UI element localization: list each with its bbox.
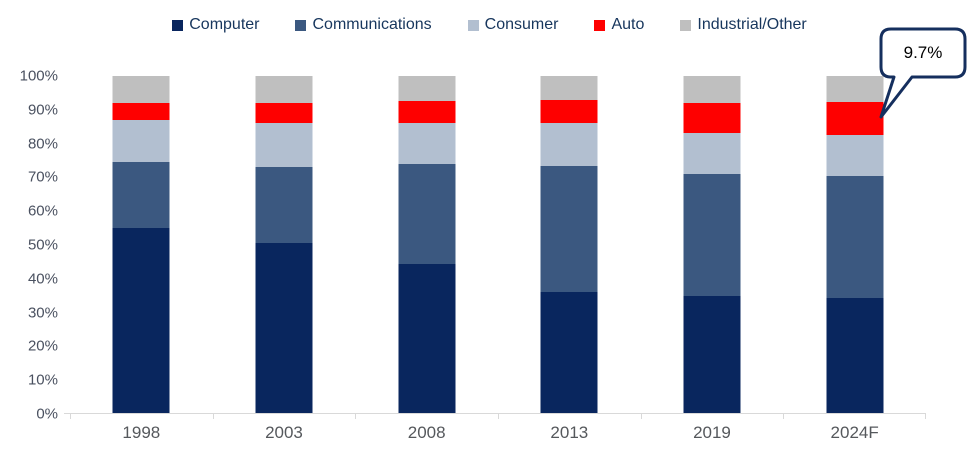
bar-column-2008 [355,76,498,414]
bar-segment-auto-2024f [826,102,884,135]
axis-tick [212,414,214,419]
plot-area [70,76,926,414]
legend-label: Industrial/Other [697,16,807,33]
bar-segment-communications-2008 [398,163,456,264]
stacked-bar-1998 [112,76,170,414]
stacked-bar-2019 [683,76,741,414]
y-axis-tick-label: 0% [36,405,58,423]
legend-item-consumer: Consumer [467,16,559,34]
y-axis-tick-label: 10% [27,371,58,389]
bar-segment-computer-2019 [683,295,741,414]
bar-segment-communications-2019 [683,174,741,296]
stacked-bar-2008 [398,76,456,414]
x-axis-label-2019: 2019 [693,423,731,442]
bar-column-2019 [641,76,784,414]
bar-segment-consumer-2003 [255,123,313,168]
legend-marker-icon [172,19,184,31]
bar-segment-consumer-2013 [540,123,598,166]
legend-item-computer: Computer [172,16,259,34]
axis-tick [925,414,926,419]
legend-marker-icon [295,19,307,31]
legend-label: Communications [312,16,432,33]
chart-legend: Computer Communications Consumer Auto Indust… [0,16,979,34]
legend-item-auto: Auto [594,16,644,34]
bar-segment-auto-2003 [255,103,313,124]
x-axis-label-2003: 2003 [265,423,303,442]
y-axis-tick-label: 60% [27,202,58,220]
y-axis-tick-label: 80% [27,135,58,153]
callout-value-label: 9.7% [903,43,943,62]
bar-segment-communications-1998 [112,162,170,229]
bar-column-2024f [783,76,926,414]
bar-segment-industrial-other-2013 [540,76,598,100]
y-axis-tick-label: 30% [27,304,58,322]
callout-bubble [879,27,967,119]
bar-segment-auto-1998 [112,103,170,120]
bar-segment-industrial-other-2008 [398,76,456,102]
x-axis-label-1998: 1998 [122,423,161,442]
bar-segment-computer-2008 [398,263,456,414]
bar-segment-consumer-1998 [112,119,170,163]
bar-segment-industrial-other-2003 [255,76,313,104]
legend-label: Auto [611,16,645,33]
bar-segment-consumer-2019 [683,133,741,175]
legend-marker-icon [680,19,692,31]
legend-item-communications: Communications [295,16,432,34]
bar-segment-computer-2013 [540,292,598,414]
bar-segment-consumer-2008 [398,123,456,164]
y-axis-tick-label: 20% [27,337,58,355]
stacked-bar-2024f [826,76,884,414]
bar-column-1998 [70,76,213,414]
bar-segment-communications-2024f [826,176,884,299]
x-axis-label-2013: 2013 [550,423,589,442]
bar-column-2013 [498,76,641,414]
axis-tick [498,414,499,419]
axis-tick [783,414,785,419]
bar-segment-communications-2013 [540,165,598,293]
bar-segment-industrial-other-2024f [826,76,884,103]
legend-item-industrial-other: Industrial/Other [680,16,807,34]
bar-segment-auto-2013 [540,99,598,124]
bar-segment-auto-2019 [683,103,741,134]
bar-segment-industrial-other-2019 [683,76,741,104]
axis-tick [355,414,357,419]
y-axis-tick-label: 50% [27,236,58,254]
y-axis-tick-label: 70% [27,168,58,186]
stacked-bar-2003 [255,76,313,414]
x-axis-line [64,413,926,414]
bar-segment-industrial-other-1998 [112,76,170,104]
x-axis-label-2008: 2008 [407,423,446,442]
bar-segment-communications-2003 [255,167,313,244]
bar-segment-computer-2024f [826,298,884,414]
y-axis-tick-label: 90% [27,101,58,119]
bar-segment-consumer-2024f [826,134,884,177]
legend-marker-icon [467,19,479,31]
axis-tick [640,414,642,419]
legend-marker-icon [594,19,606,31]
legend-label: Consumer [484,16,559,33]
bar-segment-computer-2003 [255,243,313,414]
y-axis-tick-label: 40% [27,270,58,288]
bar-column-2003 [213,76,356,414]
bar-segment-computer-1998 [112,228,170,414]
legend-label: Computer [189,16,260,33]
stacked-bar-2013 [540,76,598,414]
axis-tick [70,414,71,419]
x-axis-label-2024f: 2024F [830,423,879,442]
bar-segment-auto-2008 [398,101,456,124]
y-axis-tick-label: 100% [19,67,58,85]
